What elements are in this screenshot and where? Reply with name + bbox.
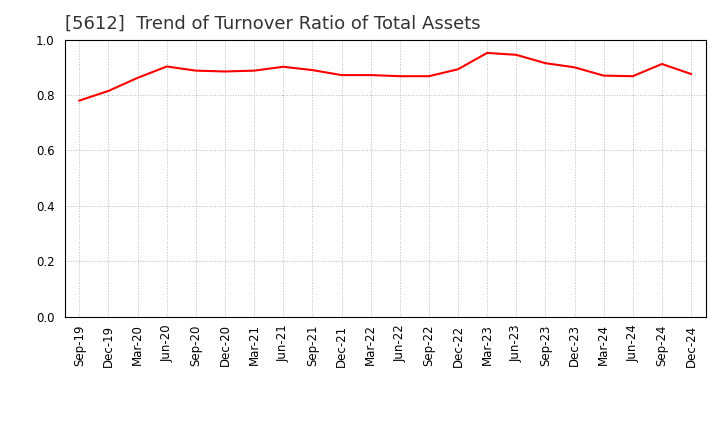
- Text: [5612]  Trend of Turnover Ratio of Total Assets: [5612] Trend of Turnover Ratio of Total …: [65, 15, 480, 33]
